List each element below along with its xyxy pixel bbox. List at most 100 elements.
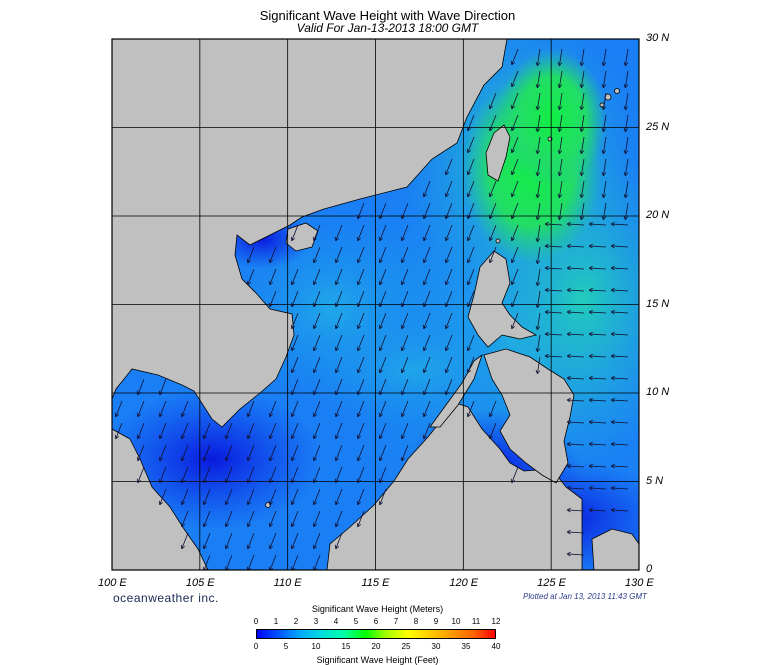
- wave-arrow: [268, 422, 277, 440]
- wave-arrow: [312, 378, 321, 396]
- wave-arrow: [246, 400, 255, 418]
- wave-arrow: [588, 287, 607, 293]
- wave-arrow: [158, 466, 167, 484]
- latitude-label: 15 N: [646, 297, 670, 310]
- colorbar-tick-meters: 10: [451, 617, 461, 626]
- wave-arrow: [312, 334, 321, 352]
- wave-arrow: [535, 334, 541, 353]
- wave-arrow: [268, 246, 277, 264]
- wave-arrow: [312, 356, 321, 374]
- wave-arrow: [535, 114, 541, 133]
- wave-arrow: [544, 221, 563, 227]
- wave-arrow: [544, 353, 563, 359]
- wave-arrow: [557, 202, 563, 221]
- wave-arrow: [510, 224, 519, 242]
- wave-arrow: [246, 488, 255, 506]
- wave-arrow: [610, 441, 629, 447]
- wave-arrow: [290, 400, 299, 418]
- wave-arrow: [136, 422, 145, 440]
- longitude-label: 125 E: [537, 577, 566, 589]
- wave-arrow: [566, 441, 585, 447]
- wave-arrow: [588, 397, 607, 403]
- wave-arrow: [290, 334, 299, 352]
- wave-arrow: [400, 378, 409, 396]
- wave-arrow: [444, 268, 453, 286]
- asia-mainland: [112, 39, 508, 428]
- wave-arrow: [588, 507, 607, 513]
- wave-arrow: [290, 268, 299, 286]
- wave-arrow: [588, 419, 607, 425]
- wave-arrow: [601, 114, 607, 133]
- wave-arrow: [356, 334, 365, 352]
- wave-arrow: [557, 92, 563, 111]
- wave-arrow: [610, 265, 629, 271]
- longitude-label: 130 E: [625, 577, 654, 589]
- wave-arrow: [334, 444, 343, 462]
- wave-arrow: [422, 334, 431, 352]
- wave-arrow: [378, 312, 387, 330]
- wave-arrow: [610, 309, 629, 315]
- wave-arrow: [557, 114, 563, 133]
- latitude-label: 25 N: [646, 120, 670, 133]
- wave-arrow: [444, 312, 453, 330]
- wave-arrow: [444, 158, 453, 176]
- wave-arrow: [579, 48, 585, 67]
- sulawesi: [591, 528, 639, 570]
- wave-arrow: [566, 529, 585, 535]
- wave-arrow: [290, 356, 299, 374]
- wave-arrow: [488, 400, 497, 418]
- longitude-label: 115 E: [361, 577, 390, 589]
- wave-arrow: [356, 400, 365, 418]
- wave-arrow: [378, 422, 387, 440]
- wave-arrow: [356, 268, 365, 286]
- wave-arrow: [535, 312, 541, 331]
- wave-arrow: [579, 92, 585, 111]
- wave-arrow: [290, 312, 299, 330]
- wave-arrow: [268, 532, 277, 550]
- wave-arrow: [601, 158, 607, 177]
- wave-arrow: [588, 331, 607, 337]
- wave-arrow: [334, 400, 343, 418]
- wave-arrow: [246, 510, 255, 528]
- wave-arrow: [510, 92, 519, 110]
- wave-arrow: [566, 331, 585, 337]
- wave-arrow: [136, 466, 145, 484]
- colorbar-title-meters: Significant Wave Height (Meters): [311, 604, 444, 614]
- wave-arrow: [422, 180, 431, 198]
- wave-arrow: [400, 422, 409, 440]
- wave-arrow: [180, 444, 189, 462]
- wave-arrow: [312, 246, 321, 264]
- wave-arrow: [588, 221, 607, 227]
- wave-arrow: [202, 444, 211, 462]
- latitude-label: 5 N: [646, 474, 664, 487]
- wave-arrow: [378, 268, 387, 286]
- wave-arrow: [202, 532, 211, 550]
- wave-arrow: [356, 378, 365, 396]
- wave-arrow: [312, 444, 321, 462]
- wave-arrow: [158, 400, 167, 418]
- colorbar: [256, 629, 496, 639]
- wave-arrow: [488, 114, 497, 132]
- wave-arrow: [356, 224, 365, 242]
- wave-arrow: [566, 463, 585, 469]
- wave-arrow: [579, 114, 585, 133]
- wave-arrow: [290, 378, 299, 396]
- wave-arrow: [566, 243, 585, 249]
- wave-arrow: [535, 158, 541, 177]
- wave-arrow: [356, 422, 365, 440]
- colorbar-tick-meters: 1: [273, 617, 279, 626]
- wave-arrow: [268, 510, 277, 528]
- wave-arrow: [510, 114, 519, 132]
- wave-arrow: [378, 290, 387, 308]
- colorbar-tick-meters: 9: [433, 617, 439, 626]
- wave-arrow: [268, 400, 277, 418]
- wave-arrow: [268, 268, 277, 286]
- wave-arrow: [202, 466, 211, 484]
- wave-arrow: [535, 136, 541, 155]
- wave-arrow: [356, 444, 365, 462]
- wave-arrow: [422, 268, 431, 286]
- wave-arrow: [488, 422, 497, 440]
- wave-arrow: [610, 375, 629, 381]
- wave-arrow: [224, 532, 233, 550]
- colorbar-tick-feet: 35: [461, 642, 471, 651]
